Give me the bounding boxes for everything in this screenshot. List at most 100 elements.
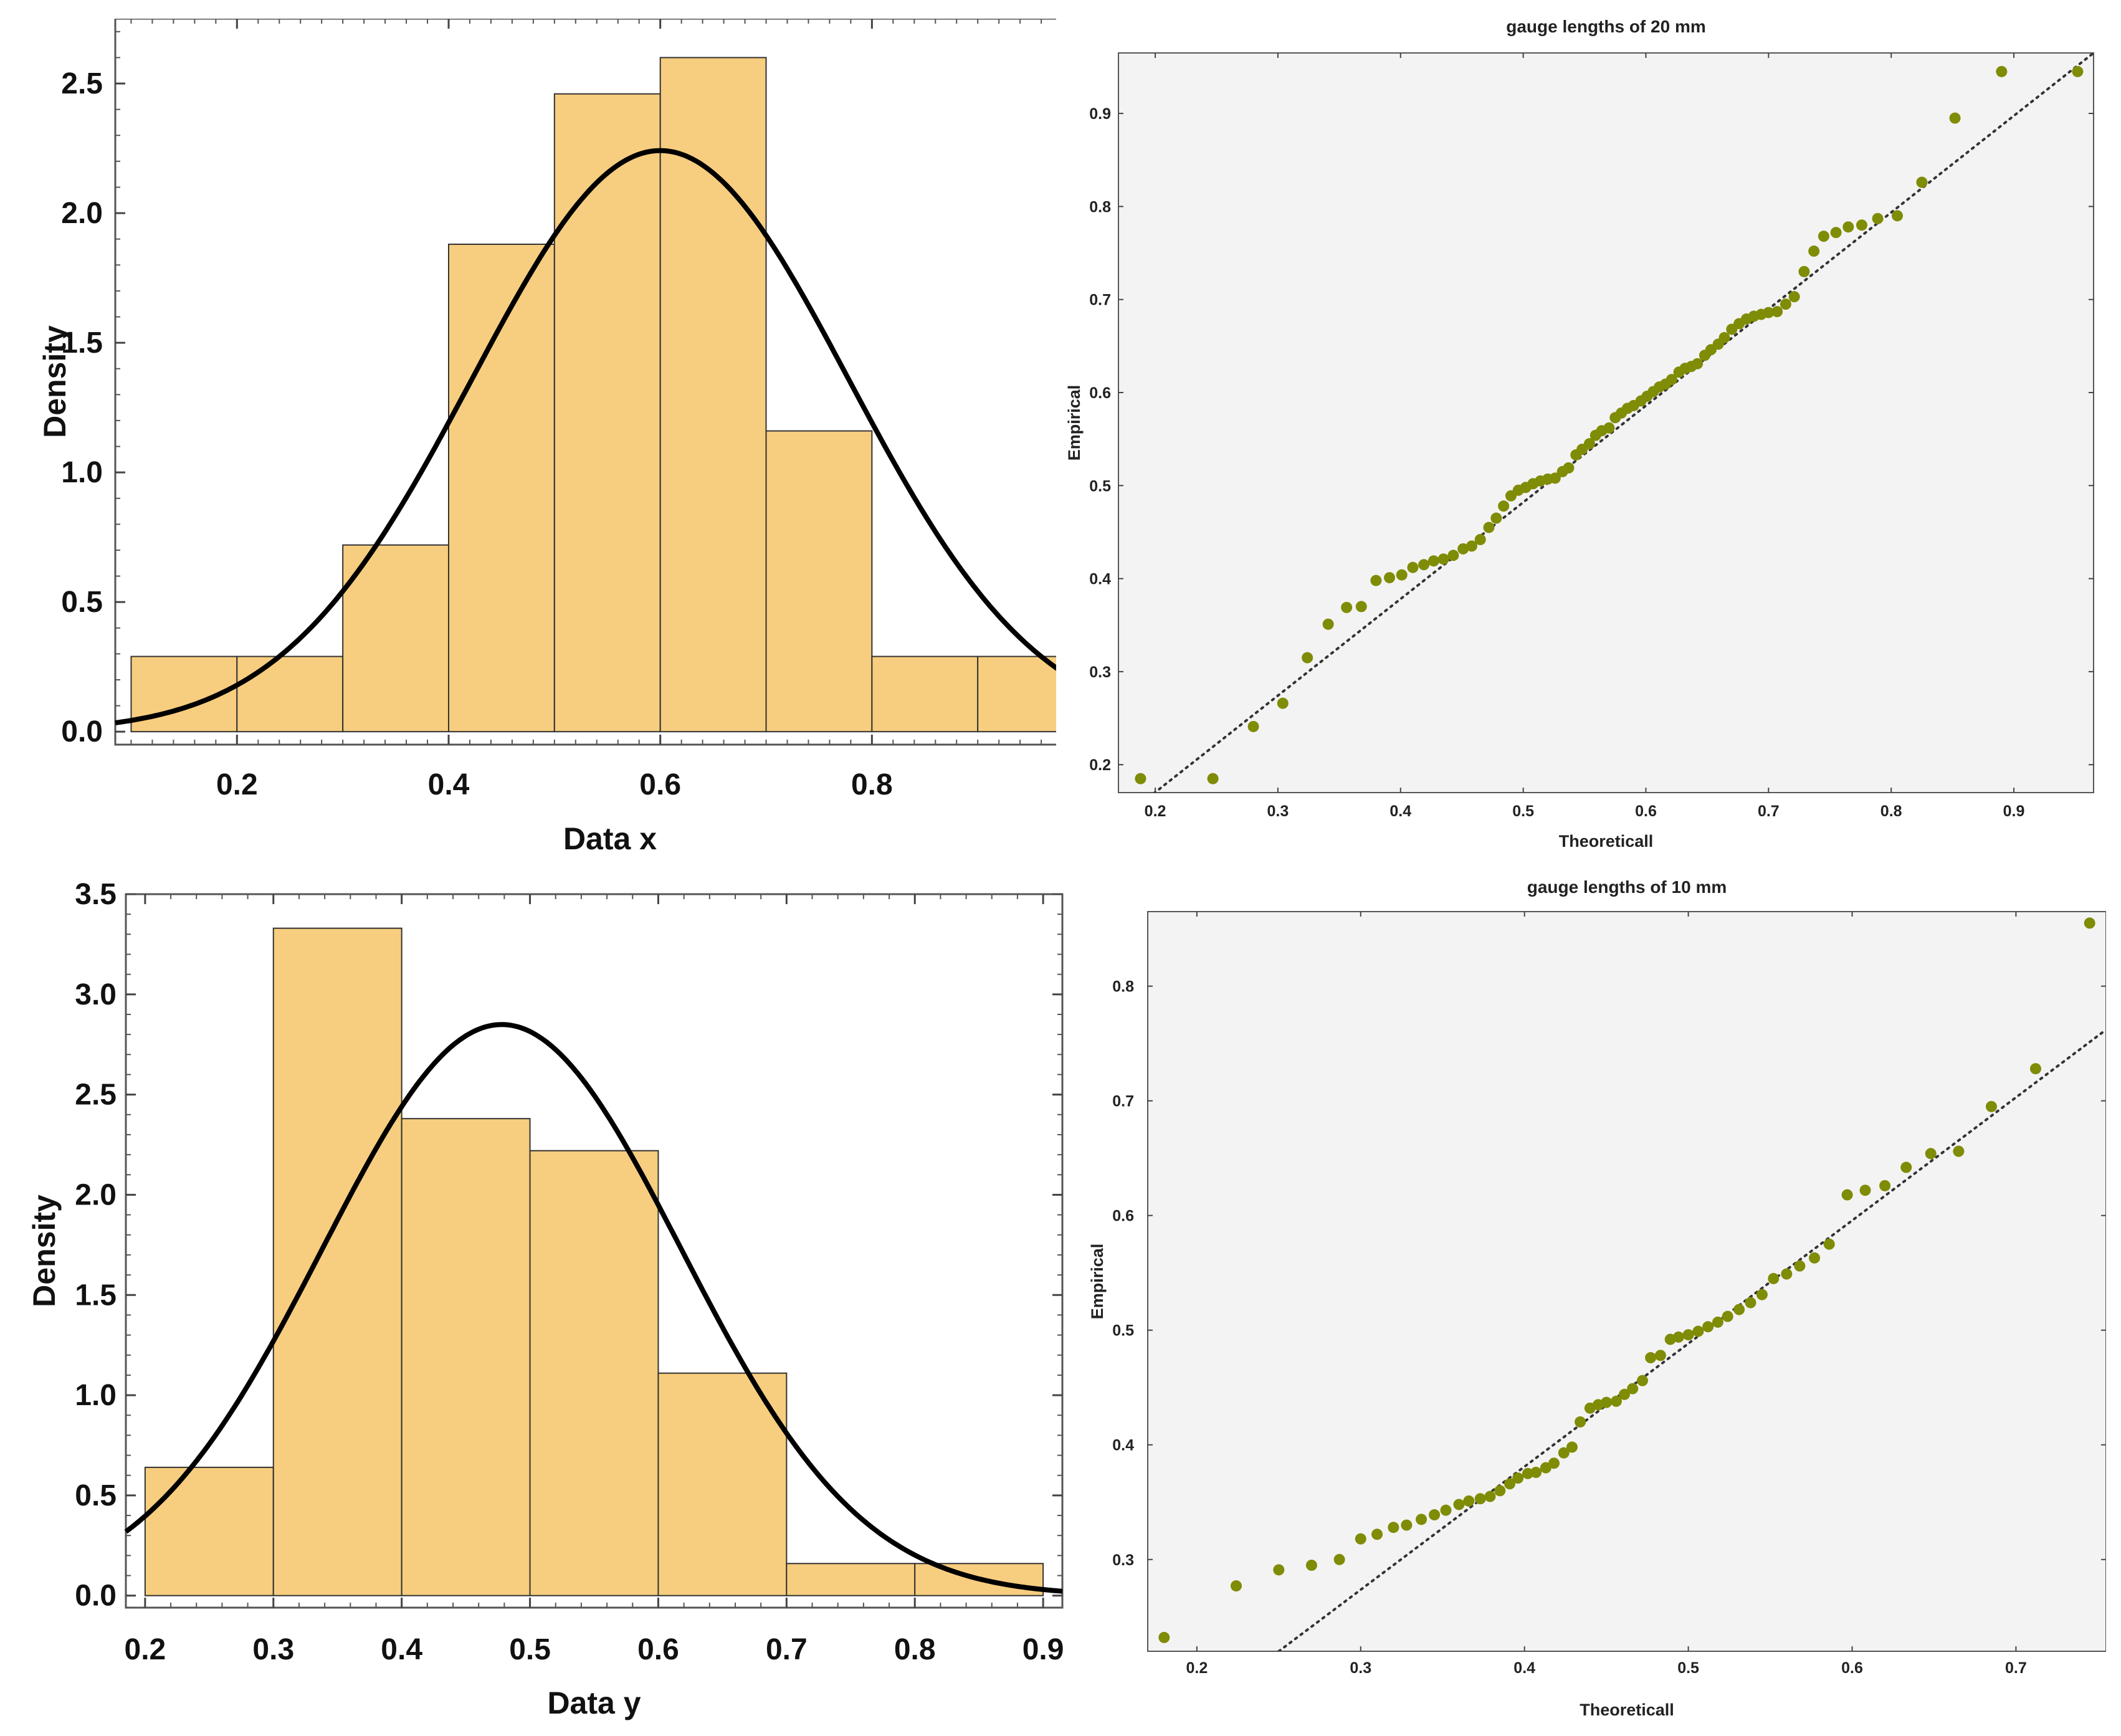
y-axis-label: Density (27, 1195, 62, 1307)
qq-point (1842, 221, 1854, 233)
y-axis-label: Empirical (1065, 385, 1084, 461)
qq-point (1692, 358, 1704, 370)
y-tick-label: 2.0 (61, 197, 103, 230)
reference-line (1277, 1028, 2106, 1651)
qq-point (1818, 231, 1829, 242)
qq-point (1273, 1564, 1285, 1576)
qq-plot-20mm-chart: 0.2 0.3 0.4 0.5 0.6 0.7 0.8 0.9 0.2 0.3 0.4 0.5 0.6 0… (1065, 17, 2094, 851)
qq-point (2072, 65, 2084, 77)
qq-point (1549, 472, 1561, 484)
qq-point (1474, 1493, 1486, 1505)
qq-point (1996, 65, 2008, 77)
qq-point (1416, 1514, 1428, 1525)
normal-fit-curve (115, 148, 1106, 725)
qq-point (1788, 291, 1800, 303)
qq-point (1830, 227, 1842, 239)
qq-point (1322, 618, 1334, 630)
qq-point (1627, 1383, 1639, 1395)
x-tick-label: 0.6 (1635, 803, 1657, 820)
histogram-bar (659, 57, 767, 733)
plot-background (1148, 912, 2106, 1651)
plot-frame (1118, 52, 2094, 793)
qq-point (1370, 575, 1382, 586)
y-tick-label: 0.5 (1089, 477, 1111, 495)
histogram-y-panel: 0.2 0.3 0.4 0.5 0.6 0.7 0.8 0.9 0.0 0.5 1.0 1.5 2.0 2… (25, 869, 1078, 1723)
plot-frame (125, 893, 1064, 1609)
qq-point (1512, 1472, 1524, 1484)
qq-point (1841, 1189, 1853, 1201)
x-tick-label: 0.4 (1513, 1659, 1535, 1677)
qq-point (1158, 1631, 1170, 1643)
qq-point (1407, 561, 1419, 573)
histogram-y-chart: 0.2 0.3 0.4 0.5 0.6 0.7 0.8 0.9 0.0 0.5 1.0 1.5 2.0 2… (27, 878, 1064, 1720)
qq-point (1925, 1148, 1937, 1160)
histogram-bar (272, 927, 403, 1596)
histogram-bar (529, 1150, 659, 1596)
qq-point (1230, 1580, 1242, 1592)
qq-point (2029, 1063, 2041, 1075)
y-tick-label: 1.5 (61, 327, 103, 360)
x-tick-label: 0.6 (637, 1633, 679, 1666)
y-tick-label: 0.9 (1089, 105, 1111, 123)
qq-point (1457, 543, 1469, 555)
histogram-bar (657, 1372, 788, 1596)
x-tick-label: 0.8 (1880, 803, 1902, 820)
qq-point (1563, 462, 1575, 474)
qq-point (1440, 1504, 1452, 1516)
y-tick-label: 0.6 (1089, 384, 1111, 402)
qq-point (1583, 438, 1595, 450)
histogram-bar (977, 656, 1085, 733)
x-tick-label: 0.8 (894, 1633, 936, 1666)
y-tick-label: 3.5 (75, 878, 117, 911)
y-axis-label: Empirical (1088, 1244, 1107, 1320)
x-tick-label: 0.3 (252, 1633, 294, 1666)
x-tick-label: 0.2 (1186, 1659, 1208, 1677)
normal-fit-curve (124, 1022, 1063, 1594)
histogram-bar (786, 1563, 916, 1596)
y-tick-label: 1.0 (75, 1379, 117, 1412)
qq-point (1666, 374, 1677, 386)
qq-point (1396, 569, 1408, 581)
qq-point (1916, 176, 1928, 188)
qq-point (1453, 1499, 1465, 1510)
x-tick-label: 0.6 (639, 768, 681, 801)
qq-point (1522, 1467, 1533, 1479)
qq-point (1428, 555, 1439, 567)
x-tick-label: 0.5 (1512, 803, 1534, 820)
chart-title: gauge lengths of 20 mm (1506, 17, 1706, 36)
qq-point (1798, 265, 1810, 277)
qq-point (1619, 1388, 1631, 1400)
y-tick-label: 0.3 (1089, 664, 1111, 681)
qq-point (1418, 559, 1430, 571)
chart-title: gauge lengths of 10 mm (1527, 877, 1727, 897)
y-tick-label: 0.2 (1089, 756, 1111, 774)
qq-point (1953, 1145, 1965, 1157)
qq-point (1712, 1316, 1723, 1328)
qq-point (1490, 512, 1502, 524)
y-tick-label: 0.7 (1112, 1093, 1134, 1110)
qq-point (1892, 210, 1904, 222)
qq-point (1794, 1260, 1806, 1272)
qq-point (2084, 917, 2095, 929)
qq-point (1702, 1321, 1714, 1333)
qq-plot-10mm-chart: 0.2 0.3 0.4 0.5 0.6 0.7 0.3 0.4 0.5 0.6 0.7 0.8 Theo… (1088, 877, 2107, 1719)
qq-point (1645, 1352, 1657, 1363)
y-tick-label: 0.0 (61, 715, 103, 748)
y-tick-label: 0.8 (1112, 978, 1134, 996)
x-axis-label: Data y (547, 1686, 641, 1720)
x-tick-label: 0.6 (1841, 1659, 1863, 1677)
y-tick-label: 0.5 (61, 586, 103, 619)
y-tick-label: 0.6 (1112, 1208, 1134, 1225)
histogram-bar (871, 656, 979, 733)
x-tick-label: 0.9 (2003, 803, 2025, 820)
qq-point (1558, 1447, 1570, 1459)
qq-point (1859, 1185, 1871, 1196)
qq-point (1718, 331, 1730, 343)
qq-point (1333, 1553, 1345, 1565)
qq-point (1384, 572, 1396, 584)
qq-plot-20mm-panel: 0.2 0.3 0.4 0.5 0.6 0.7 0.8 0.9 0.2 0.3 0.4 0.5 0.6 0… (1062, 14, 2097, 858)
qq-point (1733, 1304, 1745, 1315)
qq-point (1808, 246, 1820, 257)
